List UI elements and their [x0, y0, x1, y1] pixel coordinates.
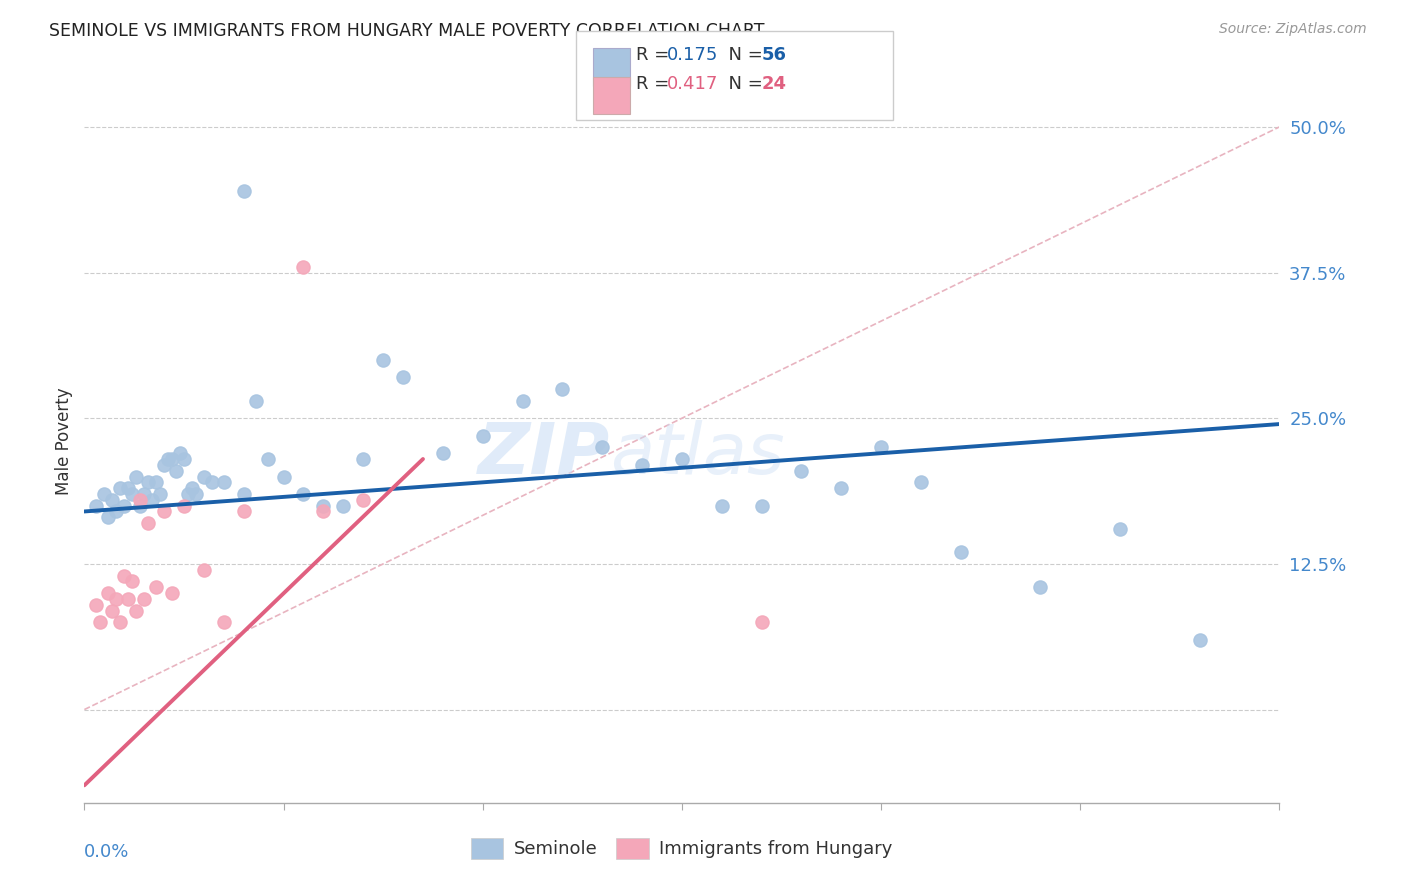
Point — [153, 504, 176, 518]
Point — [93, 487, 115, 501]
Point — [160, 452, 183, 467]
Point — [710, 499, 733, 513]
Point — [157, 452, 180, 467]
Point — [181, 481, 204, 495]
Point — [177, 487, 200, 501]
Point — [141, 492, 163, 507]
Point — [125, 603, 148, 617]
Point — [256, 452, 278, 467]
Point — [145, 475, 167, 490]
Point — [292, 487, 315, 501]
Text: SEMINOLE VS IMMIGRANTS FROM HUNGARY MALE POVERTY CORRELATION CHART: SEMINOLE VS IMMIGRANTS FROM HUNGARY MALE… — [49, 22, 765, 40]
Text: R =: R = — [636, 75, 675, 93]
Point — [121, 487, 143, 501]
Point — [125, 469, 148, 483]
Point — [184, 487, 207, 501]
Y-axis label: Male Poverty: Male Poverty — [55, 388, 73, 495]
Point — [110, 615, 132, 630]
Point — [153, 458, 176, 472]
Point — [110, 481, 132, 495]
Point — [512, 393, 534, 408]
Point — [751, 615, 773, 630]
Point — [292, 260, 315, 274]
Text: N =: N = — [717, 75, 769, 93]
Point — [245, 393, 267, 408]
Text: 56: 56 — [762, 46, 787, 64]
Point — [591, 441, 613, 455]
Point — [112, 568, 135, 582]
Point — [273, 469, 295, 483]
Point — [89, 615, 111, 630]
Point — [86, 598, 108, 612]
Point — [232, 184, 254, 198]
Point — [97, 586, 120, 600]
Text: atlas: atlas — [610, 420, 785, 489]
Point — [432, 446, 454, 460]
Point — [105, 591, 128, 606]
Text: R =: R = — [636, 46, 675, 64]
Point — [193, 563, 215, 577]
Point — [551, 382, 574, 396]
Point — [751, 499, 773, 513]
Point — [631, 458, 654, 472]
Text: 0.175: 0.175 — [666, 46, 718, 64]
Text: Source: ZipAtlas.com: Source: ZipAtlas.com — [1219, 22, 1367, 37]
Point — [173, 499, 195, 513]
Point — [132, 591, 156, 606]
Point — [97, 510, 120, 524]
Point — [312, 499, 335, 513]
Point — [173, 452, 195, 467]
Point — [136, 516, 159, 530]
Point — [1029, 580, 1052, 594]
Point — [129, 499, 152, 513]
Point — [352, 452, 374, 467]
Point — [149, 487, 172, 501]
Point — [232, 504, 254, 518]
Point — [121, 574, 143, 589]
Point — [312, 504, 335, 518]
Point — [232, 487, 254, 501]
Point — [392, 370, 415, 384]
Point — [332, 499, 354, 513]
Text: ZIP: ZIP — [478, 420, 610, 489]
Point — [160, 586, 183, 600]
Text: 0.417: 0.417 — [666, 75, 718, 93]
Point — [112, 499, 135, 513]
Point — [117, 591, 139, 606]
Point — [830, 481, 852, 495]
Point — [105, 504, 128, 518]
Point — [129, 492, 152, 507]
Point — [132, 487, 156, 501]
Point — [201, 475, 224, 490]
Point — [193, 469, 215, 483]
Point — [671, 452, 693, 467]
Point — [373, 353, 395, 368]
Point — [101, 492, 124, 507]
Point — [136, 475, 159, 490]
Point — [169, 446, 191, 460]
Text: 0.0%: 0.0% — [84, 843, 129, 861]
Text: N =: N = — [717, 46, 769, 64]
Point — [352, 492, 374, 507]
Point — [212, 615, 235, 630]
Point — [949, 545, 972, 559]
Legend: Seminole, Immigrants from Hungary: Seminole, Immigrants from Hungary — [464, 830, 900, 866]
Point — [1109, 522, 1132, 536]
Point — [117, 481, 139, 495]
Point — [212, 475, 235, 490]
Text: 24: 24 — [762, 75, 787, 93]
Point — [145, 580, 167, 594]
Point — [471, 428, 494, 442]
Point — [86, 499, 108, 513]
Point — [790, 464, 813, 478]
Point — [101, 603, 124, 617]
Point — [1188, 632, 1211, 647]
Point — [165, 464, 187, 478]
Point — [910, 475, 932, 490]
Point — [870, 441, 893, 455]
